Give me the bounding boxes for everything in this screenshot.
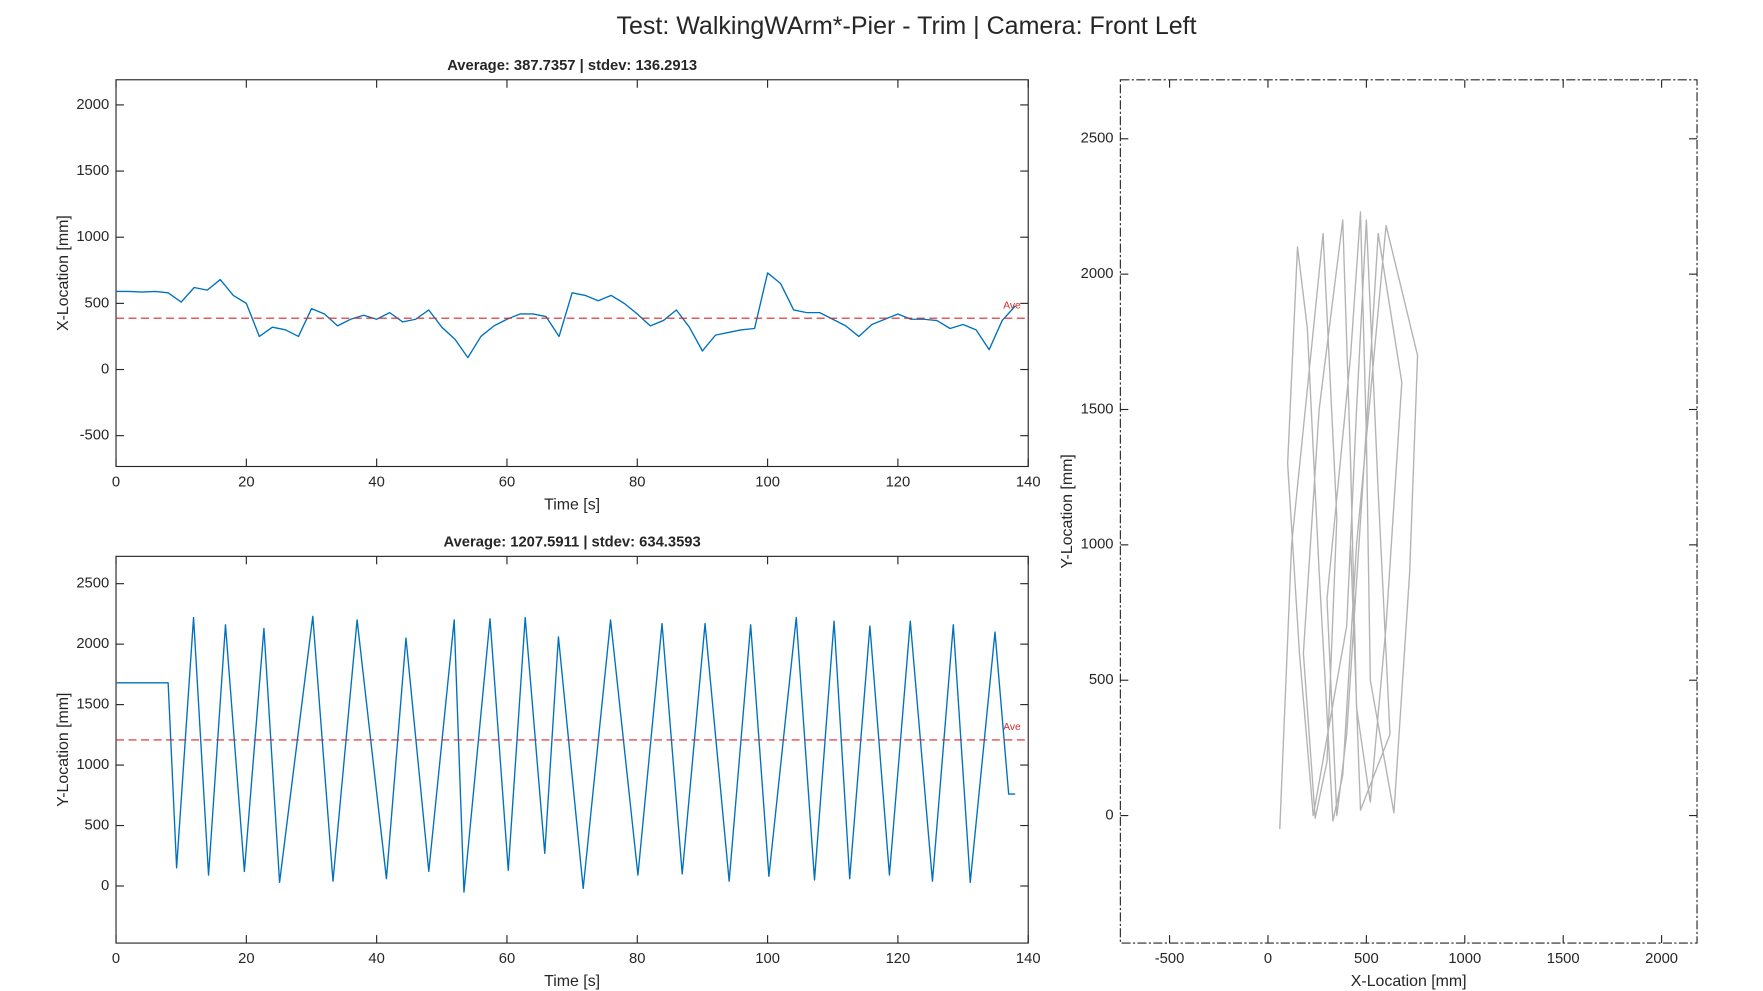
- axes-frame: [1119, 79, 1698, 944]
- y-tick-label: 1000: [76, 757, 109, 773]
- x-tick-label: 2000: [1645, 951, 1678, 967]
- x-tick-label: 120: [886, 951, 911, 967]
- y-tick-label: 0: [1105, 807, 1113, 823]
- x-tick-label: 0: [112, 474, 120, 490]
- x-tick-label: 60: [499, 951, 515, 967]
- x-tick-label: 0: [112, 951, 120, 967]
- x-tick-label: 20: [238, 474, 254, 490]
- x-axis-label: Time [s]: [544, 973, 600, 990]
- x-tick-label: 1500: [1547, 951, 1580, 967]
- y-tick-label: 500: [85, 295, 110, 311]
- y-tick-label: 1000: [76, 229, 109, 245]
- y-tick-label: 0: [101, 878, 109, 894]
- chart-title: Average: 387.7357 | stdev: 136.2913: [447, 58, 697, 74]
- data-line: [116, 615, 1016, 893]
- y-tick-label: 2500: [1081, 131, 1114, 147]
- x-tick-label: 1000: [1448, 951, 1481, 967]
- x-tick-label: 80: [629, 951, 645, 967]
- x-tick-label: 140: [1016, 951, 1041, 967]
- y-tick-label: 1500: [1081, 401, 1114, 417]
- y-tick-label: -500: [80, 428, 110, 444]
- y-axis-label: X-Location [mm]: [55, 215, 72, 331]
- x-axis-label: Time [s]: [544, 496, 600, 513]
- y-tick-label: 0: [101, 361, 109, 377]
- x-tick-label: -500: [1155, 951, 1185, 967]
- x-tick-label: 60: [499, 474, 515, 490]
- x-tick-label: 20: [238, 951, 254, 967]
- y-tick-label: 2000: [76, 97, 109, 113]
- data-line: [116, 272, 1016, 359]
- x-axis-label: X-Location [mm]: [1351, 973, 1467, 990]
- y-tick-label: 2000: [1081, 266, 1114, 282]
- y-tick-label: 2000: [76, 636, 109, 652]
- y-tick-label: 1000: [1081, 537, 1114, 553]
- x-tick-label: 0: [1264, 951, 1272, 967]
- y-tick-label: 1500: [76, 163, 109, 179]
- y-tick-label: 2500: [76, 576, 109, 592]
- data-line: [1279, 211, 1419, 830]
- x-tick-label: 100: [755, 951, 780, 967]
- x-tick-label: 80: [629, 474, 645, 490]
- average-label: Ave: [1003, 300, 1021, 311]
- x-tick-label: 500: [1354, 951, 1379, 967]
- x-tick-label: 40: [368, 474, 384, 490]
- y-axis-label: Y-Location [mm]: [55, 693, 72, 807]
- figure-title: Test: WalkingWArm*-Pier - Trim | Camera:…: [616, 12, 1196, 40]
- y-tick-label: 1500: [76, 697, 109, 713]
- y-tick-label: 500: [85, 817, 110, 833]
- x-tick-label: 140: [1016, 474, 1041, 490]
- y-axis-label: Y-Location [mm]: [1059, 454, 1076, 568]
- chart-title: Average: 1207.5911 | stdev: 634.3593: [443, 535, 700, 551]
- y-tick-label: 500: [1089, 672, 1114, 688]
- axes-frame: [115, 79, 1029, 468]
- average-label: Ave: [1003, 722, 1021, 733]
- axes-frame: [115, 555, 1029, 944]
- x-tick-label: 100: [755, 474, 780, 490]
- x-tick-label: 40: [368, 951, 384, 967]
- x-tick-label: 120: [886, 474, 911, 490]
